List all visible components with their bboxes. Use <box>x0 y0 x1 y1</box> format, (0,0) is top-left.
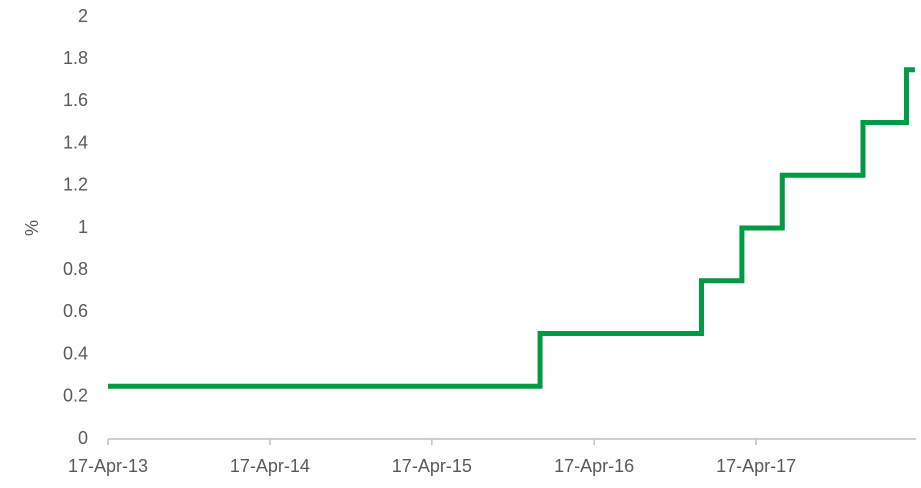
x-tick-label: 17-Apr-16 <box>554 456 634 476</box>
line <box>108 67 915 389</box>
y-tick-label: 0.6 <box>63 301 88 321</box>
y-tick-label: 2 <box>78 6 88 26</box>
x-tick-label: 17-Apr-17 <box>716 456 796 476</box>
y-axis-label: % <box>22 220 42 236</box>
y-tick-label: 0.8 <box>63 259 88 279</box>
y-tick-label: 1 <box>78 217 88 237</box>
y-tick-label: 0 <box>78 428 88 448</box>
y-tick-label: 1.2 <box>63 175 88 195</box>
y-tick-label: 1.6 <box>63 90 88 110</box>
y-tick-label: 1.4 <box>63 132 88 152</box>
y-tick-label: 0.4 <box>63 343 88 363</box>
x-tick-label: 17-Apr-15 <box>392 456 472 476</box>
x-tick-label: 17-Apr-13 <box>68 456 148 476</box>
y-tick-label: 0.2 <box>63 386 88 406</box>
x-tick-label: 17-Apr-14 <box>230 456 310 476</box>
y-tick-label: 1.8 <box>63 48 88 68</box>
